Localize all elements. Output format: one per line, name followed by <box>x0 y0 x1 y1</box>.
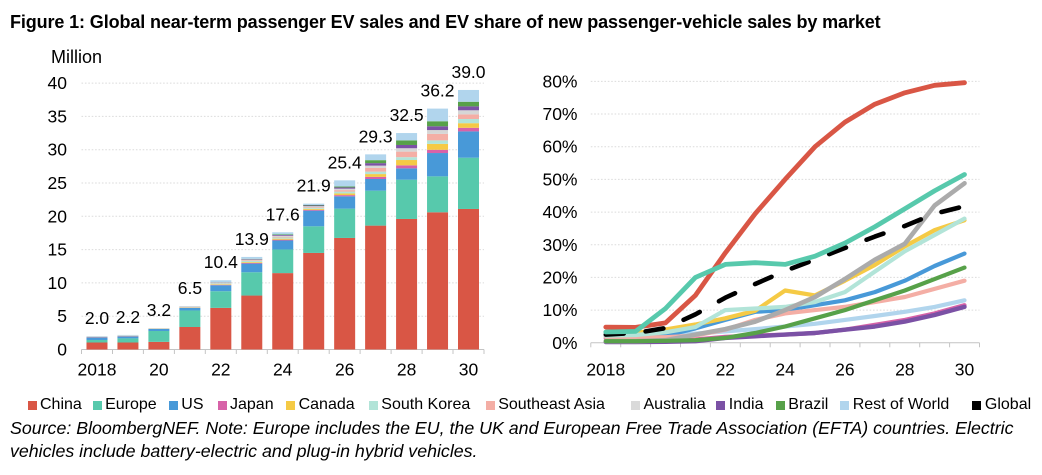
svg-text:25.4: 25.4 <box>328 152 362 172</box>
svg-text:39.0: 39.0 <box>451 62 485 82</box>
svg-text:60%: 60% <box>542 137 577 157</box>
svg-text:20: 20 <box>656 360 676 380</box>
svg-text:32.5: 32.5 <box>390 105 424 125</box>
svg-text:2018: 2018 <box>586 360 625 380</box>
svg-text:20: 20 <box>149 360 169 380</box>
svg-text:20: 20 <box>48 206 68 226</box>
svg-text:80%: 80% <box>542 71 577 91</box>
svg-text:10%: 10% <box>542 300 577 320</box>
svg-text:70%: 70% <box>542 104 577 124</box>
svg-text:5: 5 <box>57 306 67 326</box>
svg-text:29.3: 29.3 <box>359 126 393 146</box>
svg-text:2.0: 2.0 <box>85 308 110 328</box>
svg-text:40%: 40% <box>542 202 577 222</box>
svg-text:17.6: 17.6 <box>266 204 300 224</box>
svg-text:26: 26 <box>335 360 354 380</box>
svg-text:24: 24 <box>273 360 293 380</box>
svg-text:35: 35 <box>48 106 67 126</box>
svg-text:26: 26 <box>835 360 854 380</box>
svg-text:13.9: 13.9 <box>235 229 269 249</box>
svg-text:21.9: 21.9 <box>297 176 331 196</box>
svg-text:28: 28 <box>895 360 914 380</box>
svg-text:36.2: 36.2 <box>420 81 454 101</box>
svg-text:28: 28 <box>397 360 416 380</box>
svg-text:40: 40 <box>48 73 68 93</box>
svg-text:3.2: 3.2 <box>147 300 171 320</box>
svg-text:22: 22 <box>211 360 230 380</box>
svg-text:30: 30 <box>955 360 975 380</box>
svg-text:20%: 20% <box>542 267 577 287</box>
svg-text:2018: 2018 <box>78 360 117 380</box>
svg-text:30: 30 <box>48 140 68 160</box>
svg-text:6.5: 6.5 <box>178 278 202 298</box>
svg-text:10.4: 10.4 <box>204 252 238 272</box>
svg-text:22: 22 <box>716 360 735 380</box>
svg-text:2.2: 2.2 <box>116 307 140 327</box>
svg-text:30%: 30% <box>542 235 577 255</box>
svg-text:Million: Million <box>51 47 102 67</box>
svg-text:30: 30 <box>459 360 479 380</box>
svg-text:0%: 0% <box>552 333 577 353</box>
svg-text:0: 0 <box>57 340 67 360</box>
svg-text:15: 15 <box>48 240 67 260</box>
svg-text:50%: 50% <box>542 169 577 189</box>
svg-text:10: 10 <box>48 273 68 293</box>
svg-text:24: 24 <box>775 360 795 380</box>
svg-text:25: 25 <box>48 173 67 193</box>
